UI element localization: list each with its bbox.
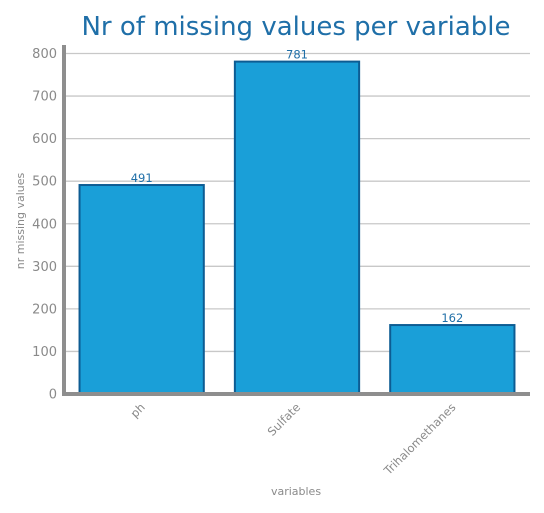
y-tick-label: 300 [32,260,57,275]
y-tick-label: 100 [32,345,57,360]
y-axis-label: nr missing values [14,172,27,269]
y-tick-label: 200 [32,302,57,317]
bar [78,184,205,395]
bar [233,60,361,395]
x-tick-labels: ph Sulfate Trihalomethanes [128,400,459,478]
data-label: 491 [131,171,153,185]
data-label: 162 [441,311,463,325]
bars [78,60,516,395]
y-tick-label: 600 [32,132,57,147]
data-labels: 491 781 162 [131,48,464,325]
x-tick-label: ph [128,400,148,420]
y-tick-label: 500 [32,175,57,190]
bar [389,324,516,395]
y-tick-label: 0 [49,388,57,403]
y-tick-label: 800 [32,47,57,62]
x-tick-label: Sulfate [265,400,304,439]
y-tick-label: 700 [32,90,57,105]
x-axis-label: variables [271,485,321,498]
y-tick-label: 400 [32,217,57,232]
x-tick-label: Trihalomethanes [380,400,458,478]
chart-title: Nr of missing values per variable [81,12,510,42]
y-tick-labels: 0 100 200 300 400 500 600 700 800 [32,47,57,402]
data-label: 781 [286,48,308,62]
